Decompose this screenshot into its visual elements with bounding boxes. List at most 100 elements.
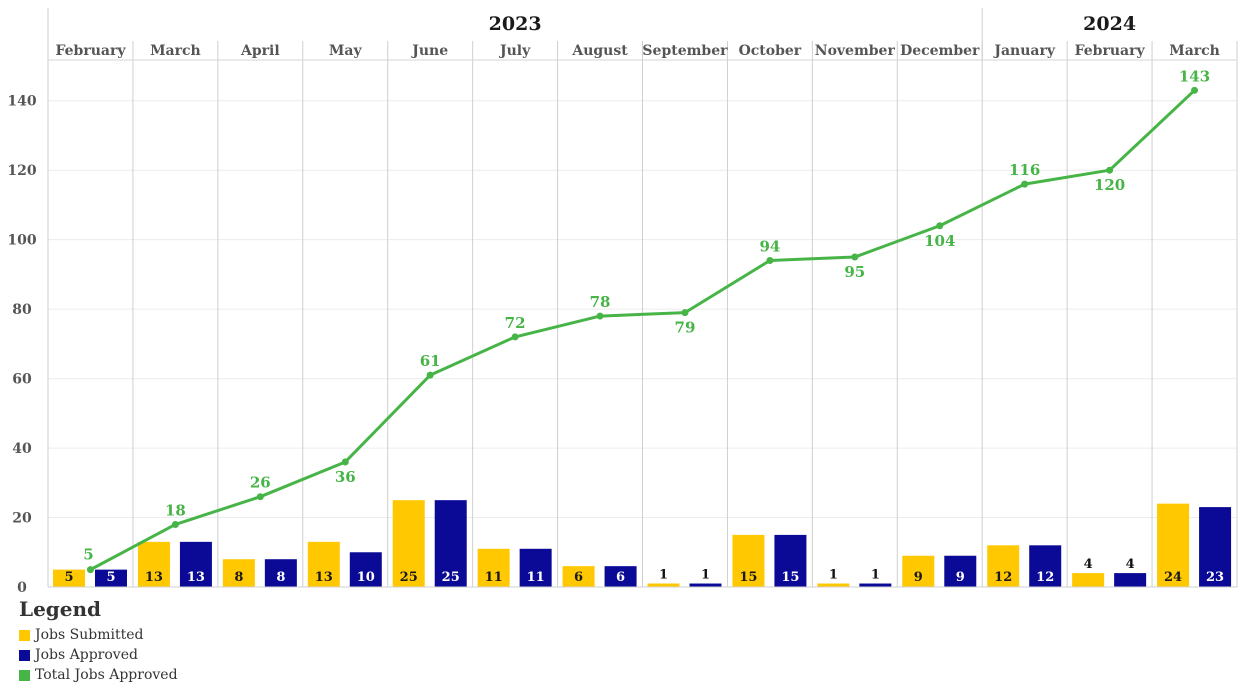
- bar-jobs-approved: [264, 559, 297, 587]
- line-value-label: 120: [1094, 176, 1125, 194]
- month-label: February: [55, 43, 126, 59]
- month-label: November: [815, 43, 896, 59]
- bar-value-label: 5: [106, 570, 115, 585]
- bar-value-label: 23: [1206, 570, 1224, 585]
- bar-value-label: 1: [701, 568, 710, 583]
- legend-item-total-jobs-approved[interactable]: Total Jobs Approved: [19, 665, 178, 685]
- bar-jobs-approved: [1114, 573, 1147, 587]
- bar-value-label: 1: [871, 568, 880, 583]
- month-label: February: [1075, 43, 1146, 59]
- legend-label-jobs-approved: Jobs Approved: [35, 647, 138, 663]
- legend-title: Legend: [19, 597, 102, 621]
- bar-jobs-approved: [774, 534, 807, 587]
- month-label: March: [1169, 43, 1220, 59]
- bar-jobs-approved: [1029, 545, 1062, 587]
- bar-jobs-approved: [604, 566, 637, 587]
- month-label: April: [240, 43, 280, 59]
- line-value-label: 78: [590, 293, 611, 311]
- line-point: [1021, 180, 1029, 188]
- line-point: [1106, 166, 1114, 174]
- y-tick-label: 80: [12, 302, 32, 318]
- jobs-submitted-swatch: [19, 629, 30, 641]
- legend-item-jobs-approved[interactable]: Jobs Approved: [19, 645, 178, 665]
- month-label: October: [739, 43, 802, 59]
- line-point: [596, 312, 604, 320]
- y-tick-label: 60: [12, 372, 32, 388]
- bar-value-label: 8: [234, 570, 243, 585]
- line-total-jobs-approved: [89, 89, 1196, 571]
- bar-jobs-approved: [859, 583, 892, 587]
- jobs-approved-swatch: [19, 649, 30, 661]
- bar-value-label: 11: [485, 570, 503, 585]
- total-jobs-approved-swatch: [19, 669, 30, 681]
- line-value-label: 26: [250, 474, 271, 492]
- bar-value-label: 25: [442, 570, 460, 585]
- line-value-label: 61: [420, 352, 441, 370]
- bar-value-label: 10: [357, 570, 375, 585]
- legend: Legend Jobs Submitted Jobs Approved Tota…: [19, 597, 178, 685]
- line-point: [766, 257, 774, 265]
- bar-jobs-submitted: [477, 548, 510, 587]
- bar-jobs-submitted: [222, 559, 255, 587]
- line-value-label: 116: [1009, 161, 1040, 179]
- legend-label-jobs-submitted: Jobs Submitted: [35, 627, 144, 643]
- line-value-label: 95: [844, 263, 865, 281]
- line-value-label: 36: [335, 468, 356, 486]
- bar-jobs-submitted: [732, 534, 765, 587]
- line-point: [171, 520, 179, 528]
- line-point: [86, 566, 94, 574]
- year-label: 2024: [1083, 13, 1136, 35]
- bar-value-label: 12: [994, 570, 1012, 585]
- bar-jobs-submitted: [137, 541, 170, 587]
- legend-item-jobs-submitted[interactable]: Jobs Submitted: [19, 625, 178, 645]
- bar-value-label: 6: [616, 570, 625, 585]
- bar-value-label: 5: [64, 570, 73, 585]
- line-point: [1191, 86, 1199, 94]
- y-tick-label: 120: [7, 163, 36, 179]
- bar-value-label: 24: [1164, 570, 1182, 585]
- bar-value-label: 9: [914, 570, 923, 585]
- bar-jobs-approved: [434, 500, 467, 587]
- bar-value-label: 13: [145, 570, 163, 585]
- line-point: [341, 458, 349, 466]
- line-point: [256, 493, 264, 501]
- bar-value-label: 1: [829, 568, 838, 583]
- legend-label-total-jobs-approved: Total Jobs Approved: [35, 667, 178, 683]
- bar-jobs-submitted: [562, 566, 595, 587]
- bar-jobs-approved: [1199, 507, 1232, 587]
- line-value-label: 72: [505, 314, 526, 332]
- bar-jobs-submitted: [53, 569, 85, 587]
- line-value-label: 79: [675, 319, 696, 337]
- bar-value-label: 9: [956, 570, 965, 585]
- y-tick-label: 100: [7, 233, 36, 249]
- month-label: July: [498, 43, 531, 59]
- bar-jobs-submitted: [1072, 573, 1105, 587]
- bar-value-label: 4: [1126, 557, 1135, 572]
- month-label: September: [642, 43, 728, 59]
- month-label: December: [900, 43, 980, 59]
- bar-value-label: 1: [659, 568, 668, 583]
- line-value-label: 104: [924, 232, 955, 250]
- bar-jobs-approved: [179, 541, 212, 587]
- bar-jobs-approved: [519, 548, 552, 587]
- bar-value-label: 11: [527, 570, 545, 585]
- bar-value-label: 25: [400, 570, 418, 585]
- line-value-label: 18: [165, 501, 186, 519]
- y-tick-label: 20: [12, 511, 32, 527]
- month-label: January: [992, 43, 1056, 59]
- line-point: [851, 253, 859, 261]
- month-label: May: [329, 43, 363, 59]
- bar-value-label: 6: [574, 570, 583, 585]
- line-point: [936, 222, 944, 230]
- line-value-label: 94: [759, 238, 780, 256]
- y-tick-label: 140: [7, 94, 36, 110]
- bar-jobs-submitted: [817, 583, 850, 587]
- bar-jobs-submitted: [902, 555, 935, 587]
- line-point: [426, 371, 434, 379]
- bar-jobs-approved: [95, 569, 127, 587]
- line-point: [681, 309, 689, 317]
- y-tick-label: 0: [17, 580, 27, 592]
- bar-value-label: 4: [1084, 557, 1093, 572]
- month-label: March: [150, 43, 201, 59]
